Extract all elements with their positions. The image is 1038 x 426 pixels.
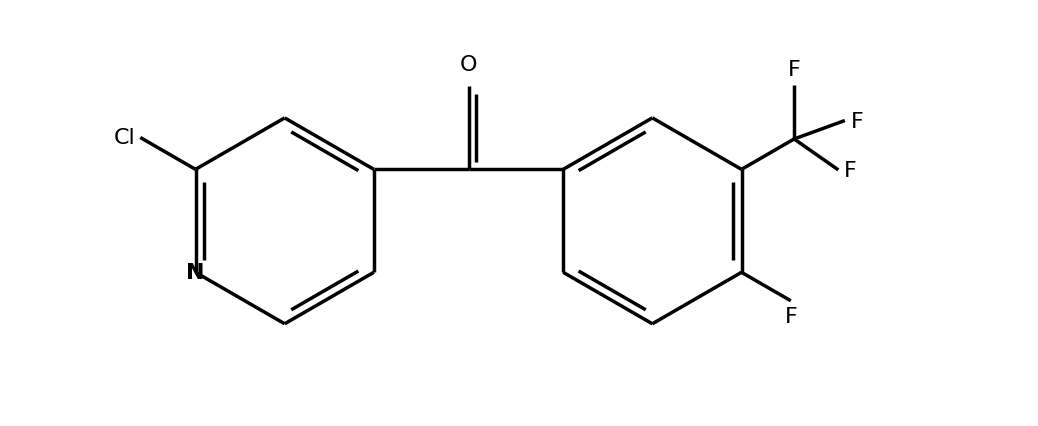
Text: F: F [851,111,864,131]
Text: F: F [788,60,800,80]
Text: Cl: Cl [113,128,135,148]
Text: F: F [844,161,857,181]
Text: O: O [460,55,477,75]
Text: N: N [186,263,204,282]
Text: F: F [785,306,797,326]
